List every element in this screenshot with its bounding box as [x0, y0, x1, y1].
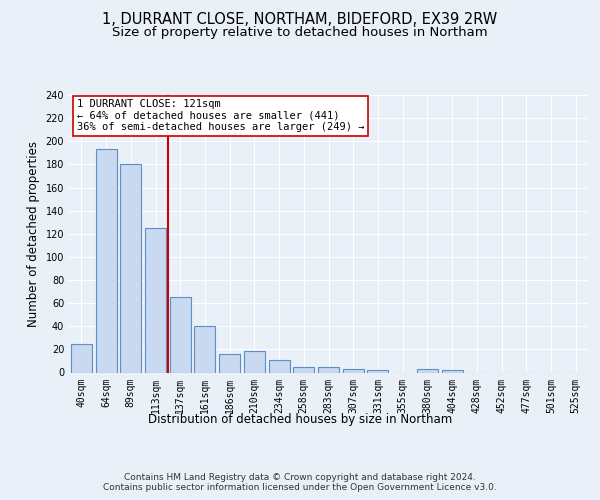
Bar — [442, 370, 463, 372]
Text: Contains HM Land Registry data © Crown copyright and database right 2024.
Contai: Contains HM Land Registry data © Crown c… — [103, 473, 497, 492]
Bar — [170, 298, 191, 372]
Bar — [244, 350, 265, 372]
Bar — [145, 228, 166, 372]
Bar — [219, 354, 240, 372]
Bar — [95, 150, 116, 372]
Y-axis label: Number of detached properties: Number of detached properties — [27, 141, 40, 327]
Bar — [343, 369, 364, 372]
Bar — [318, 366, 339, 372]
Bar — [71, 344, 92, 372]
Text: 1, DURRANT CLOSE, NORTHAM, BIDEFORD, EX39 2RW: 1, DURRANT CLOSE, NORTHAM, BIDEFORD, EX3… — [103, 12, 497, 28]
Bar — [194, 326, 215, 372]
Bar — [269, 360, 290, 372]
Bar — [417, 369, 438, 372]
Bar — [120, 164, 141, 372]
Bar — [293, 366, 314, 372]
Text: Distribution of detached houses by size in Northam: Distribution of detached houses by size … — [148, 412, 452, 426]
Text: 1 DURRANT CLOSE: 121sqm
← 64% of detached houses are smaller (441)
36% of semi-d: 1 DURRANT CLOSE: 121sqm ← 64% of detache… — [77, 99, 364, 132]
Text: Size of property relative to detached houses in Northam: Size of property relative to detached ho… — [112, 26, 488, 39]
Bar — [367, 370, 388, 372]
